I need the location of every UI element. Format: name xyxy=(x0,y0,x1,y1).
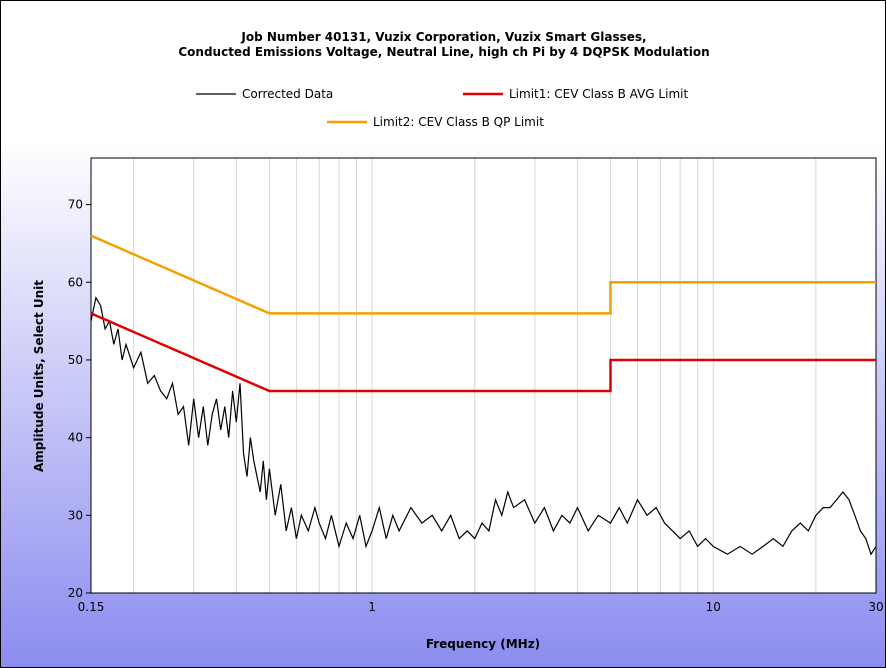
x-tick-label: 1 xyxy=(368,600,376,614)
series-line xyxy=(90,234,876,315)
title-line: Job Number 40131, Vuzix Corporation, Vuz… xyxy=(240,30,646,44)
y-axis-label: Amplitude Units, Select Unit xyxy=(32,280,46,472)
x-tick-label: 10 xyxy=(706,600,721,614)
legend-label: Limit2: CEV Class B QP Limit xyxy=(373,115,544,129)
y-tick-label: 30 xyxy=(68,508,83,522)
legend-label: Limit1: CEV Class B AVG Limit xyxy=(509,87,688,101)
y-tick-label: 60 xyxy=(68,275,83,289)
y-tick-label: 70 xyxy=(68,198,83,212)
legend-label: Corrected Data xyxy=(242,87,333,101)
plot-area xyxy=(91,158,876,593)
x-tick-label: 0.15 xyxy=(78,600,105,614)
header-bg xyxy=(1,1,885,141)
title-line: Conducted Emissions Voltage, Neutral Lin… xyxy=(178,45,709,59)
y-tick-label: 40 xyxy=(68,431,83,445)
series-line xyxy=(90,296,877,556)
y-tick-label: 20 xyxy=(68,586,83,600)
series-line xyxy=(90,312,876,393)
plot-frame xyxy=(90,157,877,594)
x-tick-label: 30 xyxy=(868,600,883,614)
y-tick-label: 50 xyxy=(68,353,83,367)
x-axis-label: Frequency (MHz) xyxy=(426,637,540,651)
